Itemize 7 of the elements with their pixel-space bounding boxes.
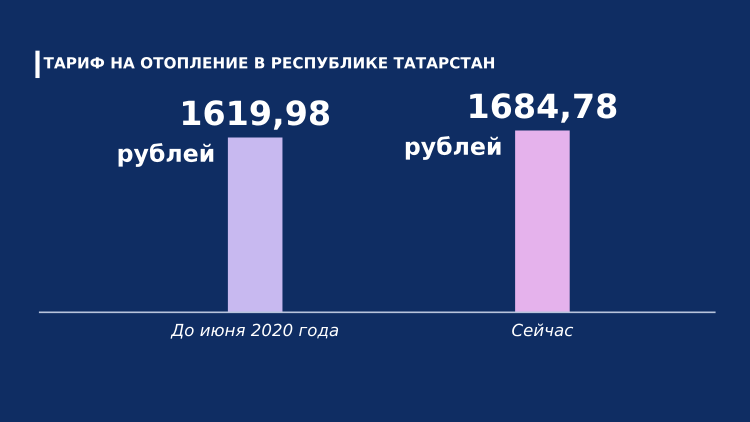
chart-title: ТАРИФ НА ОТОПЛЕНИЕ В РЕСПУБЛИКЕ ТАТАРСТАН [44, 57, 494, 69]
data-label: 1684,78 [470, 93, 616, 123]
data-label: 1619,98 [183, 100, 330, 130]
annotation: рублей [118, 143, 214, 167]
annotation: рублей [406, 136, 500, 160]
x-tick-label: До июня 2020 года [170, 324, 338, 339]
x-tick-label: Сейчас [512, 323, 574, 336]
